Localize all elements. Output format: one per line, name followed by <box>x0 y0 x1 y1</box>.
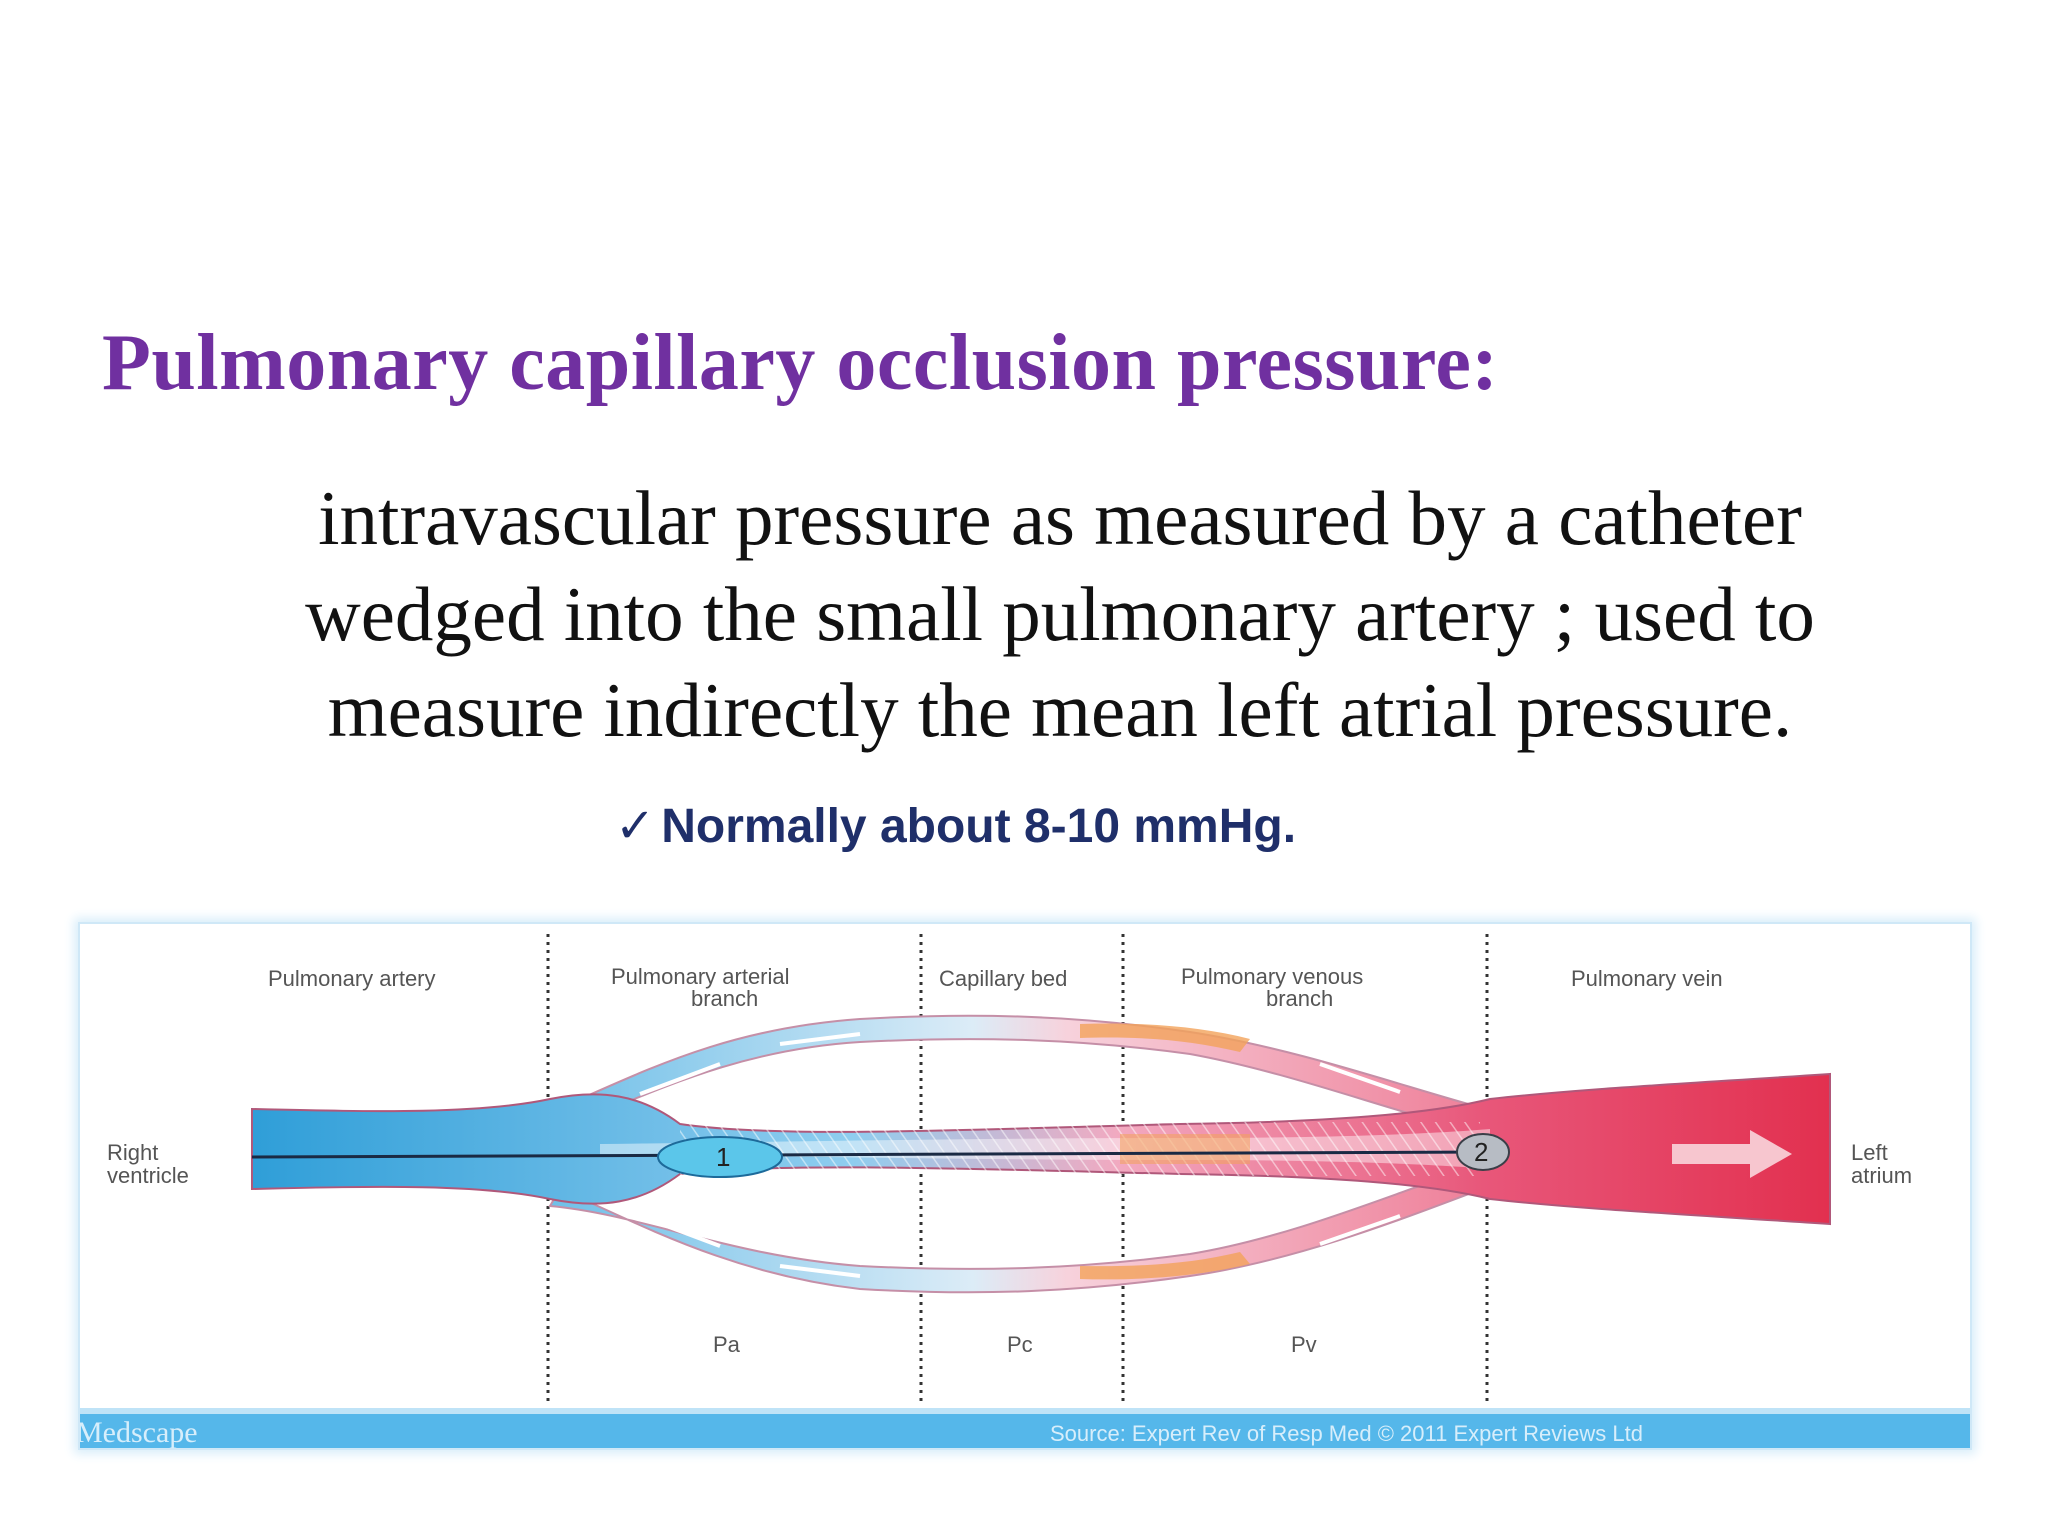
normal-range-bullet: ✓ Normally about 8-10 mmHg. <box>615 798 1296 854</box>
pulmonary-circulation-diagram: 1 2 Pulmonary artery Pulmonary arterial <box>78 922 1972 1450</box>
pressure-labels: Pa Pc Pv <box>713 1332 1317 1357</box>
balloon-1: 1 <box>657 1136 783 1178</box>
left-atrium-label: Left <box>1851 1140 1888 1165</box>
flow-arrow-icon <box>639 1214 721 1248</box>
pressure-label-pa: Pa <box>713 1332 741 1357</box>
pressure-label-pv: Pv <box>1291 1332 1317 1357</box>
hatched-flow <box>680 1122 1480 1176</box>
region-label-venous-branch: Pulmonary venous <box>1181 964 1363 989</box>
region-label-arterial-branch-line2: branch <box>691 986 758 1011</box>
flow-arrow-icon <box>779 1264 861 1278</box>
definition-text: intravascular pressure as measured by a … <box>200 470 1920 758</box>
pressure-label-pc: Pc <box>1007 1332 1033 1357</box>
footer-bar-highlight <box>80 1408 1970 1414</box>
lower-branch-vessel <box>548 1160 1491 1294</box>
medscape-logo: Medscape <box>80 1416 198 1448</box>
flow-arrow-icon <box>779 1032 861 1046</box>
diagram-svg: 1 2 Pulmonary artery Pulmonary arterial <box>80 934 1970 1448</box>
region-label-arterial-branch: Pulmonary arterial <box>611 964 790 989</box>
flow-arrow-icon <box>1319 1214 1401 1246</box>
slide-title: Pulmonary capillary occlusion pressure: <box>102 319 1499 407</box>
balloon-2: 2 <box>1456 1133 1510 1171</box>
capillary-accent-lower <box>1080 1252 1250 1280</box>
flow-arrow-icon <box>639 1062 721 1096</box>
definition-line: wedged into the small pulmonary artery ;… <box>305 571 1815 657</box>
right-ventricle-label: Right <box>107 1140 158 1165</box>
source-credit: Source: Expert Rev of Resp Med © 2011 Ex… <box>1050 1421 1643 1446</box>
right-ventricle-label-line2: ventricle <box>107 1163 189 1188</box>
region-label-venous-branch-line2: branch <box>1266 986 1333 1011</box>
flow-arrows <box>639 1032 1792 1278</box>
footer-bar <box>80 1414 1970 1448</box>
capillary-accent-upper <box>1080 1023 1250 1052</box>
definition-line: measure indirectly the mean left atrial … <box>327 667 1793 753</box>
region-label-pulmonary-artery: Pulmonary artery <box>268 966 436 991</box>
flow-arrow-icon <box>1319 1062 1401 1094</box>
balloon-1-label: 1 <box>716 1142 730 1172</box>
balloon-2-label: 2 <box>1474 1137 1488 1167</box>
flow-arrow-icon <box>1672 1130 1792 1178</box>
capillary-accent-middle <box>1120 1134 1250 1164</box>
catheter-line <box>251 1150 1491 1159</box>
region-label-pulmonary-vein: Pulmonary vein <box>1571 966 1723 991</box>
region-label-capillary-bed: Capillary bed <box>939 966 1067 991</box>
region-labels: Pulmonary artery Pulmonary arterial bran… <box>268 964 1723 1011</box>
end-labels: Right ventricle Left atrium <box>107 1140 1912 1188</box>
definition-line: intravascular pressure as measured by a … <box>318 475 1802 561</box>
checkmark-icon: ✓ <box>615 800 656 853</box>
left-atrium-label-line2: atrium <box>1851 1163 1912 1188</box>
normal-range-text: Normally about 8-10 mmHg. <box>661 800 1297 853</box>
